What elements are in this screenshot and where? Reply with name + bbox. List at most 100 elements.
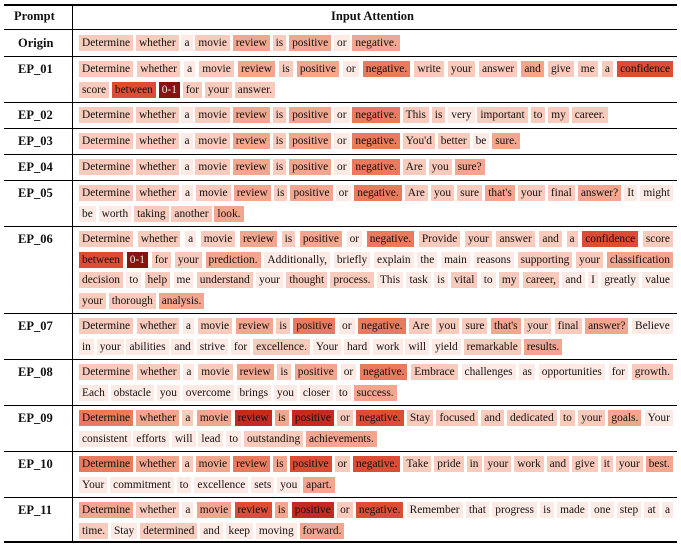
attention-token: is <box>540 502 554 518</box>
attention-token: whether <box>136 364 180 380</box>
attention-token: keep <box>225 522 254 539</box>
attention-token: Determine <box>79 364 134 380</box>
attention-token: strive <box>196 338 229 355</box>
attention-token: is <box>273 456 287 472</box>
attention-token: a <box>182 502 194 518</box>
column-divider <box>72 4 73 29</box>
attention-token: greatly <box>601 272 639 288</box>
attention-token: a <box>661 502 674 518</box>
attention-token: or <box>343 61 359 77</box>
row-rule <box>4 102 677 103</box>
attention-token: your <box>96 338 124 355</box>
attention-token: answer <box>496 231 535 247</box>
prompt-label: EP_09 <box>18 411 53 425</box>
attention-token: positive <box>289 35 332 51</box>
attention-token: Are <box>402 159 426 175</box>
attention-token: review <box>235 318 273 334</box>
bottom-rule <box>4 541 677 543</box>
attention-token: positive <box>289 107 332 123</box>
attention-token: your <box>256 272 283 288</box>
attention-text: Determine whether a movie review is posi… <box>79 183 673 224</box>
attention-token: and <box>521 61 544 77</box>
attention-token: negative. <box>354 185 402 201</box>
attention-token: negative. <box>355 502 404 518</box>
attention-token: to <box>560 410 575 426</box>
attention-token: or <box>346 231 363 247</box>
attention-token: outstanding <box>243 430 304 447</box>
attention-token: career. <box>571 107 608 123</box>
attention-token: Determine <box>79 185 134 201</box>
attention-token: for <box>151 251 172 268</box>
attention-token: movie <box>196 502 232 518</box>
attention-token: another <box>171 205 212 222</box>
attention-token: yield <box>431 338 461 355</box>
attention-token: Provide <box>418 231 461 247</box>
attention-token: sets <box>251 476 275 493</box>
attention-token: Take <box>403 456 432 472</box>
attention-token: understand <box>196 272 253 288</box>
attention-token: Stay <box>110 522 138 539</box>
prompt-label: EP_10 <box>18 457 53 471</box>
attention-token: This <box>376 272 404 288</box>
attention-token: and <box>562 272 585 288</box>
attention-token: whether <box>136 410 180 426</box>
attention-token: be <box>79 205 96 222</box>
attention-token: results. <box>523 338 563 355</box>
row-rule <box>4 451 677 452</box>
attention-token: or <box>334 456 351 472</box>
attention-token: sure. <box>492 133 521 149</box>
column-divider <box>72 56 73 102</box>
attention-token: you <box>435 318 459 334</box>
attention-token: one <box>591 502 614 518</box>
attention-token: Determine <box>79 35 134 51</box>
attention-token: brings <box>236 384 272 401</box>
attention-token: a <box>601 61 613 77</box>
attention-token: it <box>600 456 613 472</box>
attention-text: Determine whether a movie review is posi… <box>79 362 673 403</box>
attention-token: is <box>434 272 448 288</box>
attention-token: Your <box>79 476 108 493</box>
attention-token: me <box>577 61 598 77</box>
attention-token: obstacle <box>110 384 154 401</box>
attention-token: you <box>277 476 301 493</box>
attention-token: your <box>524 318 552 334</box>
attention-token: and <box>200 522 223 539</box>
prompt-label: EP_03 <box>18 134 53 148</box>
attention-token: to <box>530 107 546 123</box>
attention-token: is <box>272 133 287 149</box>
row-rule <box>4 226 677 227</box>
attention-token: that <box>465 502 489 518</box>
attention-token: Determine <box>79 456 134 472</box>
attention-token: positive <box>294 364 337 380</box>
attention-token: time. <box>79 522 109 539</box>
attention-token: answer. <box>234 81 276 98</box>
attention-token: your <box>174 251 202 268</box>
attention-token: decision <box>79 272 123 288</box>
column-divider <box>72 30 73 56</box>
prompt-label: EP_02 <box>18 108 53 122</box>
attention-token: This <box>402 107 429 123</box>
attention-text: Determine whether a movie review is posi… <box>79 59 674 100</box>
attention-token: work <box>373 338 403 355</box>
attention-token: analysis. <box>158 292 205 309</box>
attention-token: or <box>339 318 355 334</box>
attention-token: whether <box>136 318 180 334</box>
attention-token: movie <box>195 159 230 175</box>
attention-token: Stay <box>406 410 434 426</box>
attention-token: positive <box>289 133 332 149</box>
attention-token: review <box>234 410 272 426</box>
attention-token: step <box>616 502 642 518</box>
attention-token: is <box>272 159 287 175</box>
attention-text: Determine whether a movie review is posi… <box>79 157 673 178</box>
attention-token: the <box>417 251 438 268</box>
attention-token: to <box>226 430 242 447</box>
attention-token: consistent <box>79 430 131 447</box>
attention-token: is <box>277 364 291 380</box>
attention-token: you <box>273 384 297 401</box>
attention-token: is <box>274 410 289 426</box>
attention-token: review <box>233 185 271 201</box>
attention-token: Determine <box>79 410 134 426</box>
column-divider <box>72 451 73 497</box>
attention-token: negative. <box>362 61 411 77</box>
attention-token: movie <box>195 456 231 472</box>
